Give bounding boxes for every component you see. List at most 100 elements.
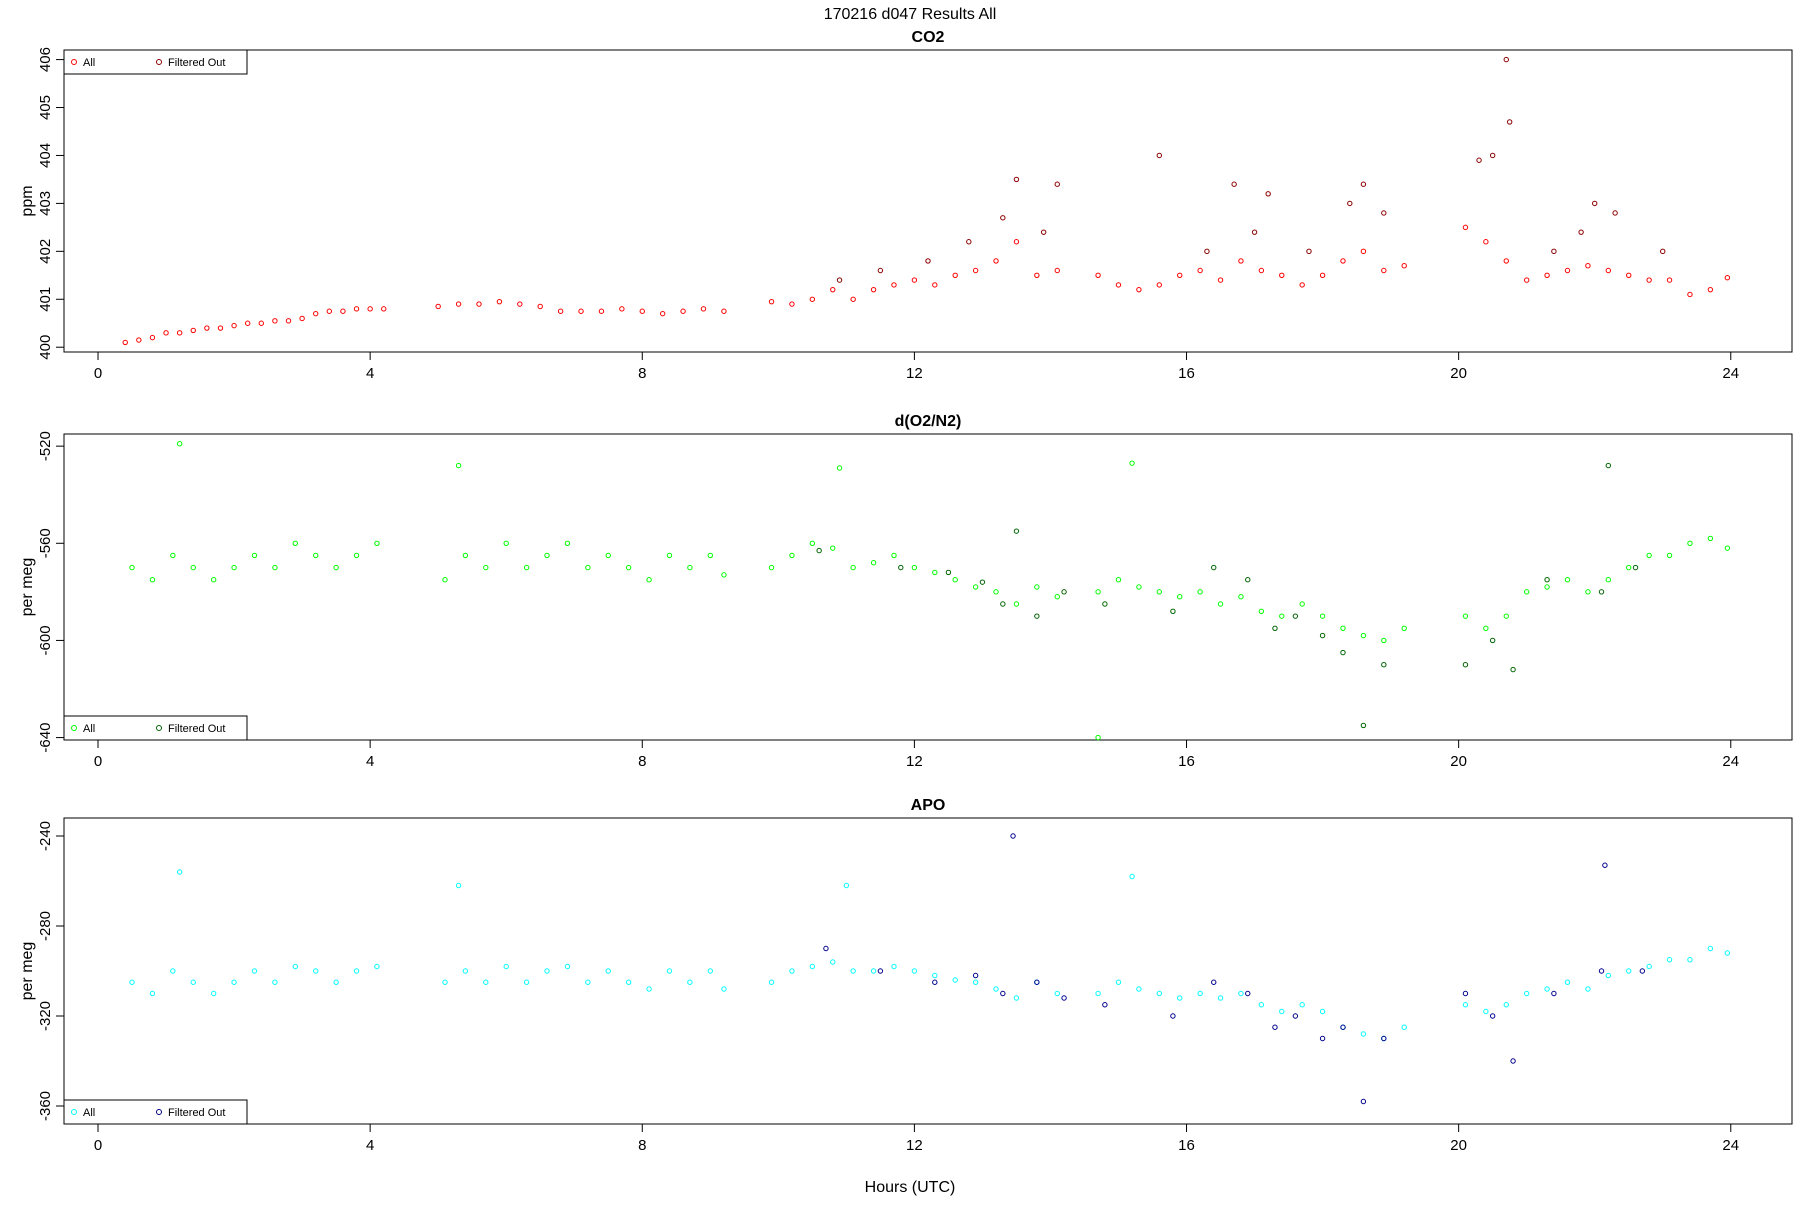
x-tick-label: 0 (94, 365, 102, 382)
data-point (1360, 722, 1367, 729)
x-tick-label: 0 (94, 753, 102, 770)
data-point (272, 318, 278, 324)
data-point (1585, 986, 1591, 992)
data-point (1095, 272, 1101, 279)
y-axis-label: per meg (19, 942, 36, 1001)
data-point (721, 308, 727, 314)
data-point (231, 979, 237, 985)
data-point (1544, 577, 1550, 583)
data-point (1272, 1024, 1278, 1030)
data-point (564, 540, 571, 546)
data-point (1217, 995, 1224, 1001)
data-point (1707, 945, 1714, 952)
data-point (605, 968, 611, 974)
data-point (1462, 613, 1469, 619)
data-point (1401, 625, 1407, 631)
data-point (1381, 662, 1387, 668)
data-point (1340, 649, 1346, 656)
data-point (721, 572, 727, 578)
data-point (537, 303, 543, 310)
data-point (1523, 589, 1530, 595)
series-all (122, 224, 1731, 346)
data-point (1340, 625, 1346, 631)
data-point (1115, 577, 1122, 583)
data-point (564, 963, 571, 970)
data-point (1360, 632, 1367, 639)
x-tick-label: 20 (1450, 365, 1467, 382)
legend-label: Filtered Out (168, 1107, 225, 1119)
data-point (836, 277, 843, 283)
data-point (1319, 1035, 1326, 1042)
legend-marker (71, 1109, 77, 1115)
data-point (1510, 1058, 1516, 1064)
data-point (1245, 577, 1251, 583)
data-point (1013, 239, 1020, 245)
data-point (1489, 1013, 1496, 1019)
data-point (1483, 239, 1489, 245)
data-point (1360, 248, 1367, 255)
data-point (1503, 613, 1509, 619)
data-point (292, 540, 299, 546)
data-point (1258, 1002, 1265, 1008)
data-point (598, 308, 605, 314)
data-point (911, 277, 918, 283)
data-point (605, 552, 611, 559)
legend-box (63, 715, 248, 741)
data-point (585, 564, 591, 571)
data-point (129, 564, 135, 571)
data-point (292, 963, 299, 970)
data-point (442, 979, 448, 985)
x-axis-label: Hours (UTC) (865, 1179, 956, 1196)
data-point (1258, 608, 1265, 614)
data-point (666, 968, 673, 974)
data-point (836, 465, 843, 471)
data-point (1054, 990, 1060, 997)
y-tick-label: 406 (37, 47, 54, 72)
data-point (1462, 1002, 1469, 1008)
data-point (1660, 248, 1666, 255)
data-point (1401, 263, 1407, 269)
x-tick-label: 24 (1722, 1137, 1739, 1154)
y-tick-label: -560 (37, 528, 54, 558)
data-point (1319, 613, 1326, 619)
data-point (1238, 258, 1244, 264)
data-point (1177, 594, 1183, 600)
series-all (129, 441, 1731, 741)
data-point (843, 882, 850, 889)
data-point (462, 552, 469, 559)
data-point (1156, 589, 1163, 595)
y-tick-label: -280 (37, 911, 54, 941)
x-tick-label: 20 (1450, 1137, 1467, 1154)
plot-frame (63, 433, 1793, 741)
data-point (993, 589, 999, 595)
data-point (1707, 286, 1714, 293)
data-point (1095, 990, 1101, 997)
data-point (190, 327, 196, 334)
data-point (1605, 972, 1612, 979)
data-point (176, 441, 183, 447)
data-point (1612, 210, 1618, 216)
legend: All Filtered Out (63, 49, 248, 75)
data-point (272, 564, 278, 571)
data-point (176, 330, 183, 336)
plot-frame (63, 49, 1793, 353)
data-point (313, 310, 319, 317)
data-point (544, 552, 550, 559)
legend-label: All (83, 1107, 95, 1119)
data-point (503, 963, 509, 970)
data-point (1381, 1035, 1387, 1042)
data-point (700, 306, 707, 312)
data-point (1626, 564, 1632, 571)
y-tick-label: -600 (37, 625, 54, 655)
data-point (231, 322, 237, 329)
data-point (517, 301, 523, 307)
data-point (870, 968, 877, 974)
data-point (1585, 263, 1591, 269)
data-point (1503, 56, 1509, 63)
data-point (993, 258, 999, 264)
data-point (1687, 540, 1693, 546)
data-point (932, 569, 938, 576)
data-point (170, 552, 176, 559)
data-point (830, 286, 836, 293)
